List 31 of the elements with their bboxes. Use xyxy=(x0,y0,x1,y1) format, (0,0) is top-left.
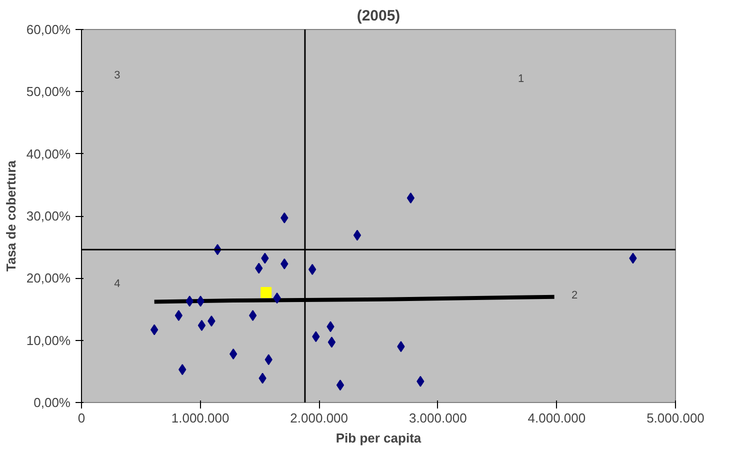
point xyxy=(328,336,336,348)
point xyxy=(248,310,257,321)
annotation: 1 xyxy=(518,72,524,85)
point xyxy=(150,324,158,336)
y-tick-label: 0,00% xyxy=(34,395,71,410)
point xyxy=(336,380,344,391)
x-tick-label: 2.000.000 xyxy=(290,410,348,426)
x-tick-label: 0 xyxy=(78,410,86,426)
x-axis-title: Pib per capita xyxy=(336,430,422,446)
x-tick-label: 1.000.000 xyxy=(171,410,230,426)
point xyxy=(260,286,272,298)
point xyxy=(198,320,206,331)
point xyxy=(229,348,238,360)
y-tick-label: 50,00% xyxy=(26,84,71,100)
x-tick-label: 5.000.000 xyxy=(646,410,704,426)
y-tick-label: 10,00% xyxy=(26,332,71,348)
y-tick-label: 30,00% xyxy=(26,208,71,224)
annotation: 3 xyxy=(114,69,120,82)
point xyxy=(308,264,316,275)
y-tick-label: 60,00% xyxy=(26,22,71,37)
annotation: 4 xyxy=(114,278,120,290)
x-tick-label: 3.000.000 xyxy=(408,410,467,426)
x-tick-label: 4.000.000 xyxy=(528,410,586,426)
point xyxy=(174,310,183,321)
y-axis-title: Tasa de cobertura xyxy=(3,160,18,272)
point xyxy=(353,230,362,241)
annotation: 2 xyxy=(571,289,578,302)
point xyxy=(406,192,415,204)
y-tick-label: 40,00% xyxy=(26,146,71,162)
chart-title: (2005) xyxy=(356,8,400,24)
y-tick-label: 20,00% xyxy=(26,270,71,286)
